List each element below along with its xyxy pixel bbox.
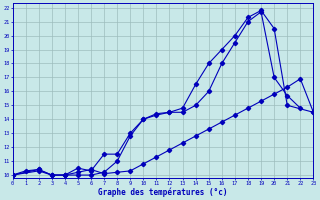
X-axis label: Graphe des températures (°c): Graphe des températures (°c): [98, 187, 228, 197]
